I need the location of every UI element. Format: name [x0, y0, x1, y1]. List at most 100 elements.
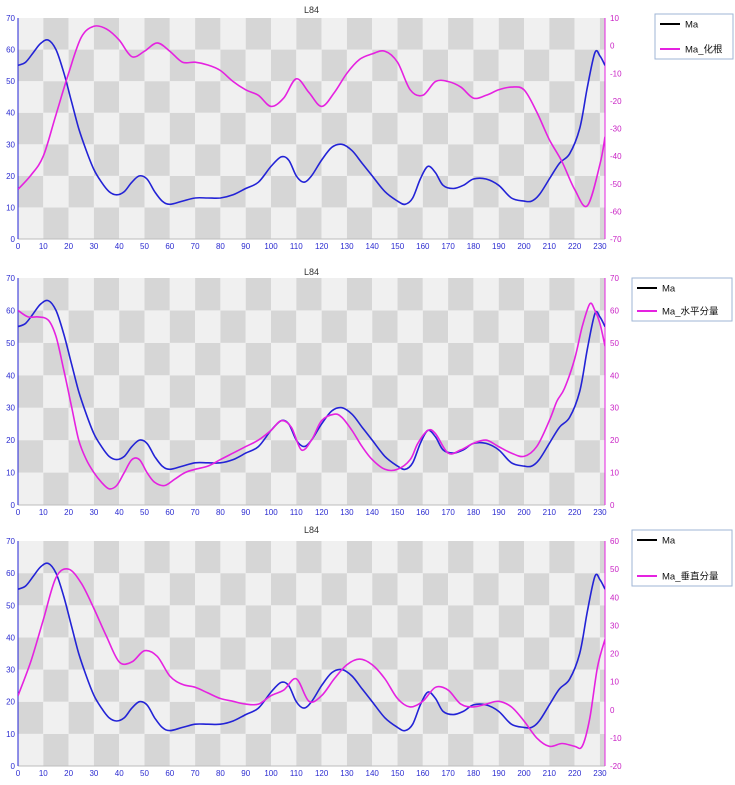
- grid-band: [220, 342, 246, 376]
- right-y-tick-label: -50: [610, 180, 622, 189]
- grid-band: [144, 733, 170, 766]
- grid-band: [524, 637, 550, 670]
- grid-band: [422, 637, 449, 670]
- grid-band: [524, 112, 550, 145]
- grid-band: [574, 144, 600, 176]
- grid-band: [144, 375, 170, 408]
- grid-band: [422, 541, 449, 574]
- grid-band: [574, 18, 600, 50]
- grid-band: [271, 472, 297, 505]
- x-tick-label: 80: [216, 769, 225, 778]
- grid-band: [245, 375, 272, 408]
- grid-band: [271, 701, 297, 734]
- grid-band: [549, 81, 575, 113]
- x-tick-label: 220: [568, 769, 582, 778]
- grid-band: [473, 637, 499, 670]
- grid-band: [372, 207, 398, 239]
- grid-band: [119, 733, 145, 766]
- grid-band: [321, 440, 347, 473]
- grid-band: [524, 342, 550, 376]
- grid-band: [93, 701, 120, 734]
- grid-band: [498, 18, 525, 50]
- grid-band: [498, 207, 525, 239]
- grid-band: [296, 605, 322, 638]
- grid-band: [169, 440, 196, 473]
- grid-band: [296, 278, 322, 311]
- grid-band: [144, 407, 170, 441]
- grid-band: [195, 342, 221, 376]
- grid-band: [599, 278, 605, 311]
- grid-band: [372, 278, 398, 311]
- grid-band: [473, 81, 499, 113]
- x-tick-label: 50: [140, 769, 149, 778]
- grid-band: [549, 541, 575, 574]
- x-tick-label: 110: [290, 769, 303, 778]
- grid-band: [18, 573, 44, 606]
- x-tick-label: 160: [416, 508, 430, 517]
- grid-band: [271, 18, 297, 50]
- x-tick-label: 230: [593, 242, 607, 251]
- grid-band: [422, 342, 449, 376]
- grid-band: [144, 573, 170, 606]
- grid-band: [119, 701, 145, 734]
- right-y-tick-label: 50: [610, 565, 619, 574]
- grid-band: [372, 472, 398, 505]
- x-tick-label: 40: [115, 242, 124, 251]
- legend-label-ma: Ma: [685, 20, 699, 31]
- grid-band: [169, 605, 196, 638]
- grid-band: [18, 472, 44, 505]
- grid-band: [245, 49, 272, 82]
- grid-band: [574, 49, 600, 82]
- grid-band: [574, 407, 600, 441]
- x-tick-label: 110: [290, 242, 303, 251]
- grid-band: [321, 144, 347, 176]
- grid-band: [68, 18, 94, 50]
- grid-band: [372, 112, 398, 145]
- right-y-tick-label: -10: [610, 69, 622, 78]
- grid-band: [448, 207, 474, 239]
- grid-band: [68, 541, 94, 574]
- left-y-tick-label: 50: [6, 601, 15, 610]
- x-tick-label: 10: [39, 242, 48, 251]
- grid-band: [321, 18, 347, 50]
- grid-band: [473, 472, 499, 505]
- grid-band: [119, 207, 145, 239]
- grid-band: [169, 310, 196, 343]
- grid-band: [448, 18, 474, 50]
- grid-band: [346, 733, 373, 766]
- grid-band: [119, 342, 145, 376]
- grid-band: [245, 637, 272, 670]
- grid-band: [549, 375, 575, 408]
- grid-band: [372, 541, 398, 574]
- grid-band: [144, 278, 170, 311]
- grid-band: [346, 175, 373, 208]
- grid-band: [599, 144, 605, 176]
- grid-band: [144, 18, 170, 50]
- grid-band: [422, 407, 449, 441]
- grid-band: [346, 81, 373, 113]
- grid-band: [18, 112, 44, 145]
- right-y-tick-label: -30: [610, 125, 622, 134]
- x-tick-label: 170: [441, 769, 455, 778]
- grid-band: [119, 112, 145, 145]
- grid-band: [43, 637, 69, 670]
- x-tick-label: 210: [543, 242, 557, 251]
- grid-band: [422, 49, 449, 82]
- grid-band: [93, 541, 120, 574]
- grid-band: [549, 49, 575, 82]
- x-tick-label: 60: [165, 508, 174, 517]
- grid-band: [599, 375, 605, 408]
- grid-band: [245, 112, 272, 145]
- grid-band: [119, 472, 145, 505]
- grid-band: [43, 175, 69, 208]
- grid-band: [524, 605, 550, 638]
- grid-band: [498, 310, 525, 343]
- grid-band: [372, 49, 398, 82]
- grid-band: [524, 573, 550, 606]
- grid-band: [245, 175, 272, 208]
- x-tick-label: 140: [366, 769, 380, 778]
- grid-band: [220, 541, 246, 574]
- left-y-tick-label: 10: [6, 203, 15, 212]
- grid-band: [473, 407, 499, 441]
- grid-band: [574, 541, 600, 574]
